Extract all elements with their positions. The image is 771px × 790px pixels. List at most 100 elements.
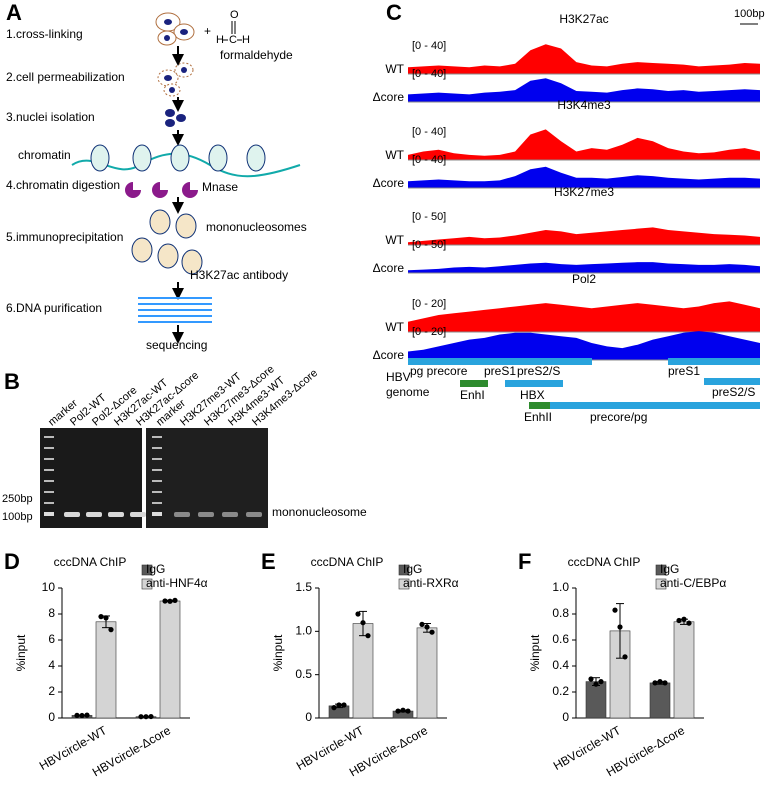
signal-area — [408, 227, 760, 245]
y-tick-label: 2 — [48, 684, 55, 698]
feature-label: EnhI — [460, 388, 485, 402]
bonds — [223, 21, 242, 41]
legend-label: anti-HNF4α — [146, 576, 208, 590]
ladder-band — [152, 469, 162, 471]
chart-title: cccDNA ChIP — [311, 555, 384, 569]
ladder-band — [44, 436, 54, 438]
step: 6.DNA purification — [6, 301, 102, 315]
plus: + — [204, 24, 211, 38]
range-label: [0 - 40] — [412, 126, 446, 138]
signal-area — [408, 331, 760, 360]
data-point — [681, 616, 687, 622]
panel-label: F — [518, 549, 531, 574]
chart-title: cccDNA ChIP — [54, 555, 127, 569]
range-label: [0 - 20] — [412, 326, 446, 338]
data-point — [395, 708, 401, 714]
band — [64, 512, 80, 517]
band — [130, 512, 146, 517]
chart-title: cccDNA ChIP — [568, 555, 641, 569]
data-point — [148, 713, 154, 720]
range-label: [0 - 40] — [412, 40, 446, 52]
data-point — [686, 620, 692, 626]
ladder-band — [152, 458, 162, 460]
label: H3K27ac antibody — [190, 268, 288, 282]
data-point — [341, 702, 347, 708]
ladder-band — [152, 436, 162, 438]
step: 5.immunoprecipitation — [6, 230, 123, 244]
y-tick-label: 1.0 — [552, 580, 569, 594]
signal-area — [408, 301, 760, 332]
y-tick-label: 0.5 — [295, 667, 312, 681]
bar — [585, 681, 607, 719]
ladder-band — [44, 447, 54, 449]
y-tick-label: 1.0 — [295, 624, 312, 638]
sample-label: Δcore — [373, 176, 405, 190]
feature-label: preS1 — [484, 364, 516, 378]
data-point — [336, 702, 342, 708]
y-axis-label: %input — [271, 634, 285, 671]
bar — [95, 621, 117, 719]
y-tick-label: 0 — [48, 710, 55, 724]
ladder-band — [152, 491, 162, 493]
panel-label: D — [4, 549, 20, 574]
data-point — [617, 624, 623, 630]
track-title: Pol2 — [572, 272, 596, 286]
genome-title: HBV genome — [386, 370, 430, 399]
sample-label: WT — [385, 233, 404, 247]
y-tick-label: 0.4 — [552, 658, 569, 672]
sample-label: Δcore — [373, 348, 405, 362]
band — [198, 512, 214, 517]
legend-swatch — [141, 578, 153, 590]
sample-label: WT — [385, 62, 404, 76]
data-point — [84, 712, 90, 718]
ladder-band — [44, 491, 54, 493]
legend-label: IgG — [660, 562, 679, 576]
label: formaldehyde — [220, 48, 293, 62]
tracks: H3K27ac [0 - 40] WT [0 - 40] Δcore H3K4me3 [0 … — [373, 12, 760, 362]
step: 2.cell permeabilization — [6, 70, 125, 84]
legend-label: IgG — [403, 562, 422, 576]
ladder-band — [44, 458, 54, 460]
label: Mnase — [202, 180, 238, 194]
atom: H — [216, 34, 224, 46]
panel-label: C — [386, 0, 402, 25]
label: chromatin — [18, 148, 71, 162]
bar — [649, 682, 671, 719]
band — [108, 512, 124, 517]
range-label: [0 - 40] — [412, 68, 446, 80]
track-title: H3K27ac — [559, 12, 608, 26]
data-point — [98, 614, 104, 620]
signal-area — [408, 262, 760, 273]
data-point — [143, 714, 149, 720]
y-tick-label: 0.2 — [552, 684, 569, 698]
ladder-band — [44, 480, 54, 482]
legend-swatch — [141, 564, 153, 576]
nucleosomes — [90, 144, 266, 172]
scale-label: 100bp — [734, 8, 765, 20]
atom: H — [242, 34, 250, 46]
y-axis-label: %input — [528, 634, 542, 671]
gel — [146, 428, 268, 528]
feature-label: preS2/S — [712, 385, 755, 399]
data-point — [108, 627, 114, 633]
ladder-band — [152, 447, 162, 449]
y-tick-label: 10 — [42, 580, 56, 594]
panel-b: B markerPol2-WTPol2-ΔcoreH3K27ac-WTH3K27… — [2, 363, 367, 528]
track-title: H3K4me3 — [557, 98, 611, 112]
feature-label: preS2/S — [517, 364, 560, 378]
data-point — [419, 621, 425, 628]
ladder-band — [152, 480, 162, 482]
panel-a: A 1.cross-linking 2.cell permeabilizatio… — [6, 0, 307, 352]
range-label: [0 - 50] — [412, 211, 446, 223]
data-point — [400, 707, 406, 713]
mononucleosome-icons — [131, 209, 203, 275]
legend-label: anti-RXRα — [403, 576, 459, 590]
data-point — [612, 607, 618, 613]
band — [246, 512, 262, 517]
signal-area — [408, 44, 760, 74]
step: 3.nuclei isolation — [6, 110, 95, 124]
data-point — [598, 679, 604, 685]
label: sequencing — [146, 338, 207, 352]
